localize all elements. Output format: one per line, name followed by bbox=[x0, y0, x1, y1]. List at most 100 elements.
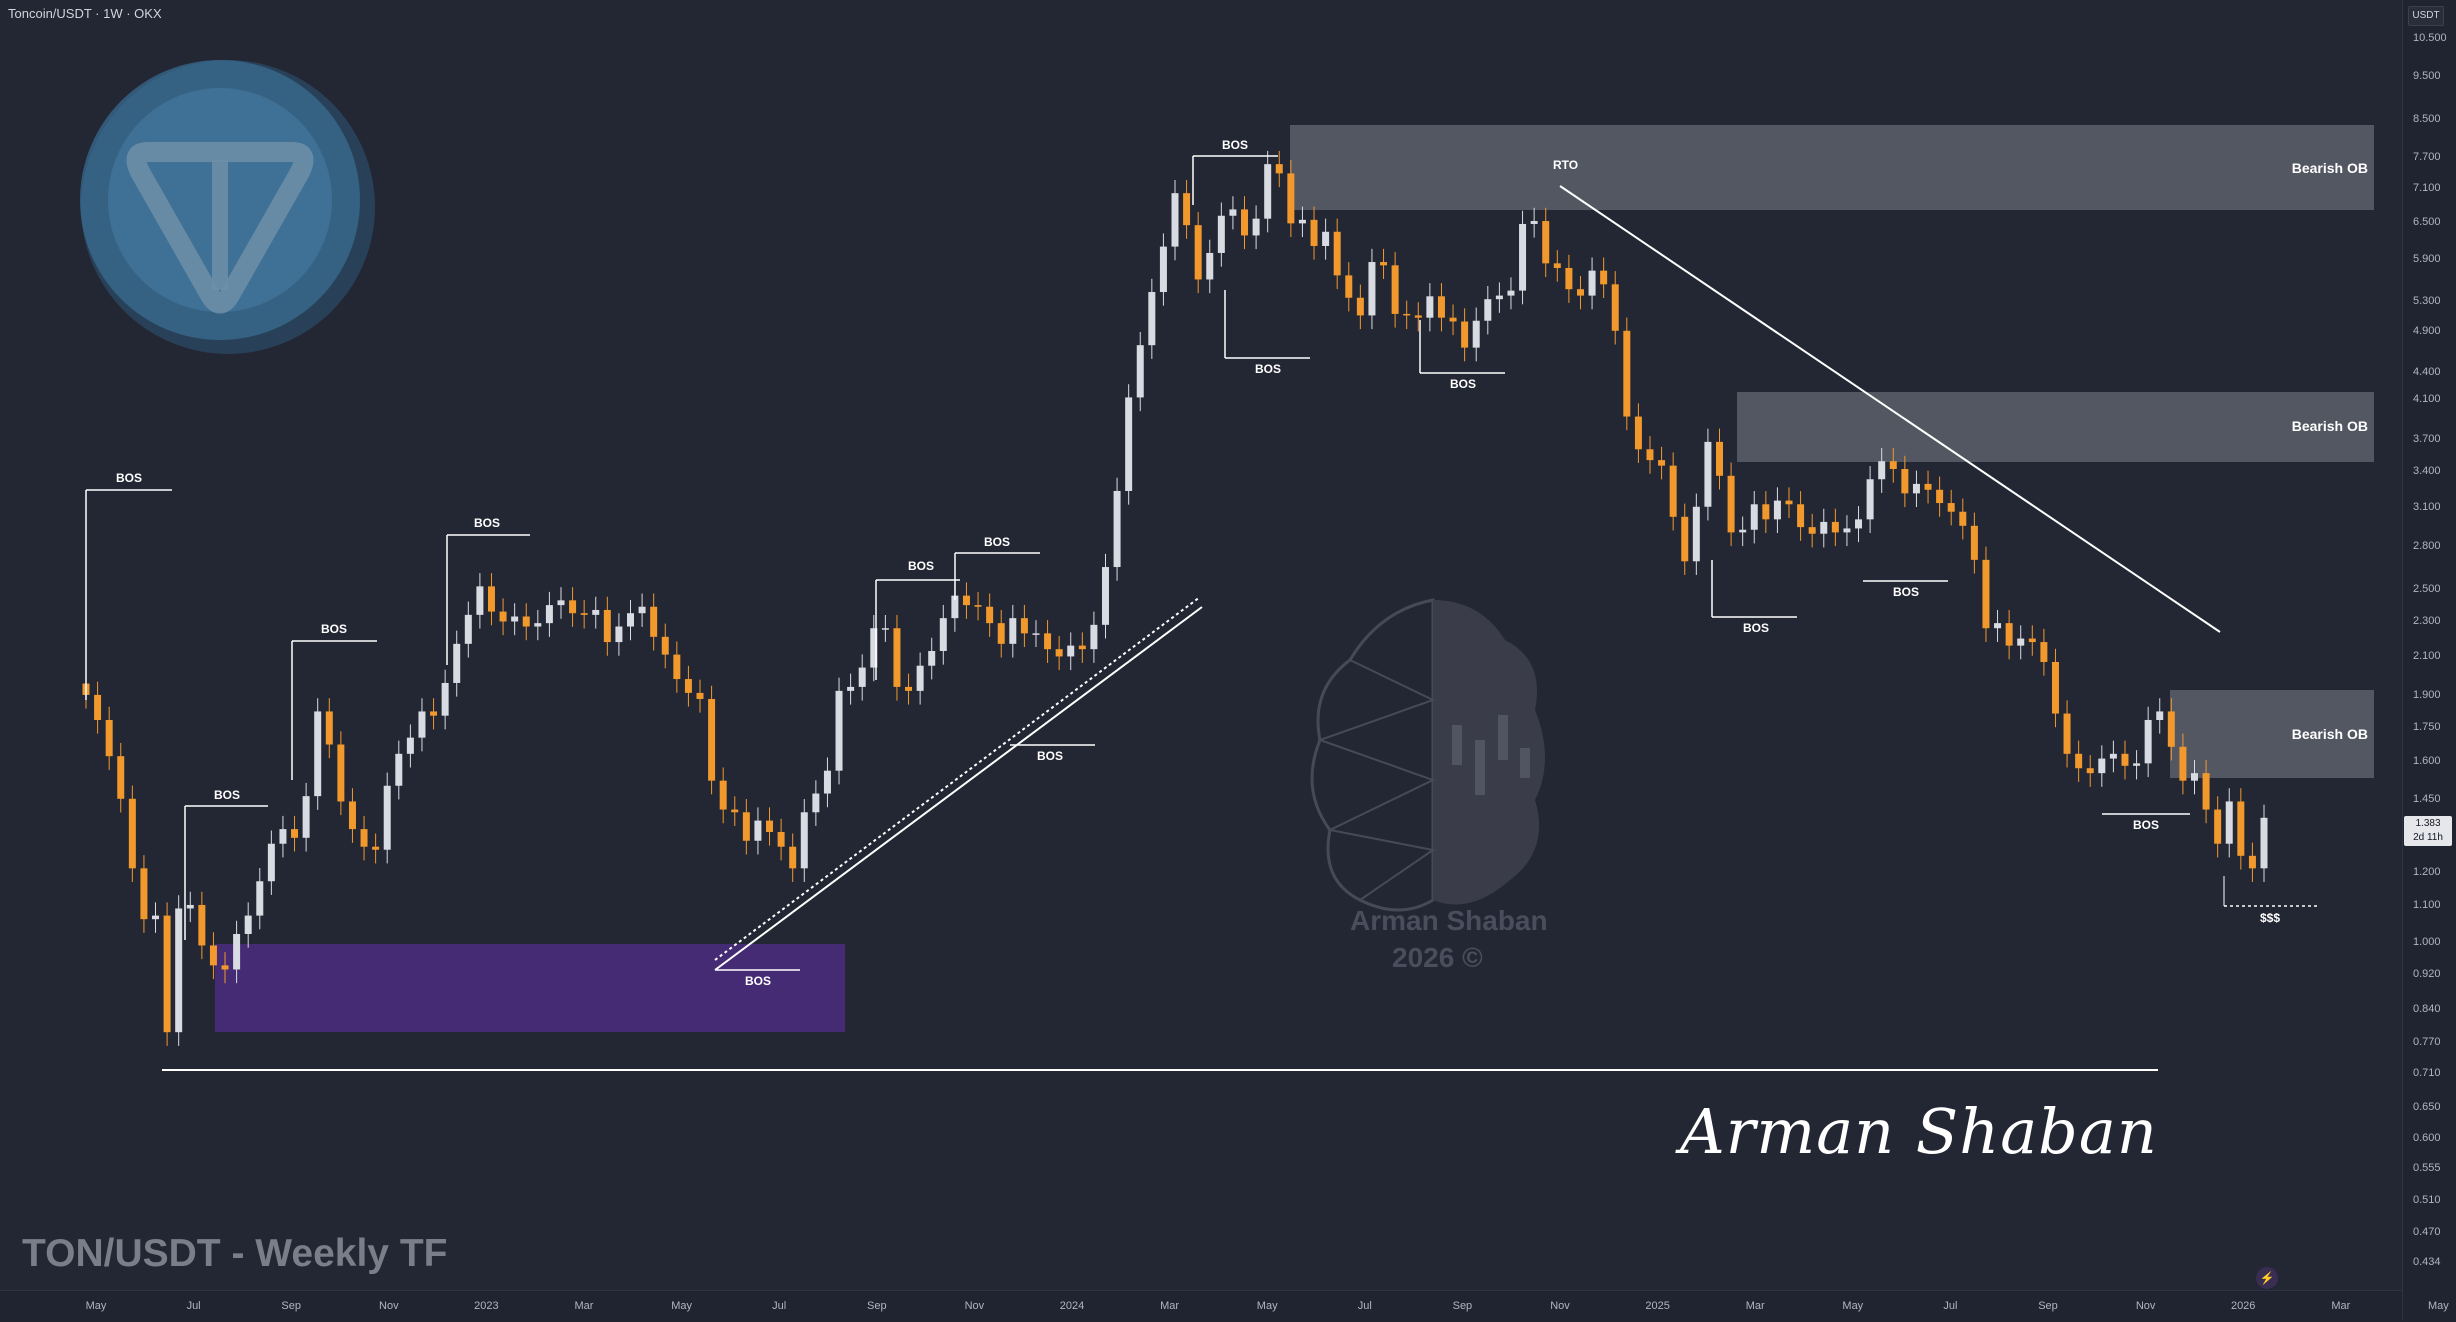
candle-body bbox=[951, 595, 959, 619]
author-signature: Arman Shaban bbox=[1680, 1095, 2158, 1168]
descending-trendline bbox=[1559, 185, 2221, 633]
time-tick: Jul bbox=[772, 1300, 787, 1312]
candle-body bbox=[117, 756, 125, 799]
candle-body bbox=[684, 679, 692, 693]
bos-label: BOS bbox=[2133, 818, 2159, 832]
chart-caption: TON/USDT - Weekly TF bbox=[22, 1232, 448, 1275]
candle-body bbox=[2179, 746, 2187, 781]
candle-body bbox=[1634, 416, 1642, 450]
price-tick: 1.100 bbox=[2413, 898, 2441, 911]
candle-body bbox=[1947, 503, 1955, 512]
candle-body bbox=[2075, 753, 2083, 769]
time-tick: Nov bbox=[964, 1300, 985, 1312]
candle-body bbox=[511, 616, 519, 622]
candle-body bbox=[1831, 521, 1839, 533]
candle-body bbox=[835, 690, 843, 771]
candle-body bbox=[777, 831, 785, 847]
candle-body bbox=[476, 586, 484, 615]
price-tick: 0.710 bbox=[2413, 1067, 2441, 1080]
bos-label: BOS bbox=[984, 535, 1010, 549]
candle-body bbox=[928, 650, 936, 666]
price-tick: 1.450 bbox=[2413, 792, 2441, 805]
candle-body bbox=[1797, 504, 1805, 528]
bos-label: BOS bbox=[745, 974, 771, 988]
candle-body bbox=[209, 945, 217, 966]
candle-body bbox=[430, 711, 438, 716]
bos-label: BOS bbox=[116, 471, 142, 485]
time-tick: 2024 bbox=[1059, 1300, 1085, 1312]
price-tick: 5.900 bbox=[2413, 253, 2441, 266]
candle-body bbox=[1298, 219, 1306, 224]
candle-body bbox=[291, 829, 299, 838]
lightning-icon[interactable]: ⚡ bbox=[2256, 1267, 2278, 1289]
candle-body bbox=[1994, 623, 2002, 629]
price-tick: 10.500 bbox=[2413, 31, 2447, 44]
candle-body bbox=[1716, 441, 1723, 476]
candlestick-series bbox=[82, 150, 2268, 1046]
price-tick: 0.920 bbox=[2413, 967, 2441, 980]
price-tick: 7.700 bbox=[2413, 151, 2441, 164]
candle-body bbox=[325, 711, 333, 745]
candle-body bbox=[1773, 500, 1781, 520]
candle-body bbox=[1217, 215, 1225, 253]
chart-canvas[interactable]: BOS BOS BOS BOS BOS BOS BOS BOS BOS BOS … bbox=[0, 0, 2402, 1290]
price-tick: 0.600 bbox=[2413, 1131, 2441, 1144]
candle-body bbox=[233, 933, 241, 970]
candle-body bbox=[1136, 345, 1144, 398]
chart-area[interactable]: BOS BOS BOS BOS BOS BOS BOS BOS BOS BOS … bbox=[0, 0, 2402, 1290]
bearish-ob-labels: Bearish OB Bearish OB Bearish OB bbox=[2292, 160, 2368, 742]
currency-badge[interactable]: USDT bbox=[2408, 6, 2444, 26]
candle-body bbox=[2214, 809, 2222, 844]
candle-body bbox=[1125, 397, 1133, 491]
bos-label: BOS bbox=[1450, 377, 1476, 391]
bearish-ob-zone-low bbox=[2170, 690, 2374, 778]
candle-body bbox=[1843, 528, 1851, 533]
candle-body bbox=[2051, 661, 2059, 714]
bos-label: BOS bbox=[474, 516, 500, 530]
candle-body bbox=[1009, 618, 1017, 644]
candle-body bbox=[1704, 441, 1712, 507]
price-tick: 3.400 bbox=[2413, 465, 2441, 478]
candle-body bbox=[1495, 295, 1503, 300]
candle-body bbox=[881, 628, 889, 630]
candle-body bbox=[1658, 460, 1666, 466]
price-tick: 1.200 bbox=[2413, 865, 2441, 878]
candle-body bbox=[186, 904, 194, 909]
time-axis[interactable]: May Jul Sep Nov 2023 Mar May Jul Sep Nov 2024 Mar Ma… bbox=[0, 1290, 2449, 1322]
price-tick: 5.300 bbox=[2413, 294, 2441, 307]
candle-body bbox=[569, 600, 577, 614]
candle-body bbox=[1333, 231, 1341, 276]
candle-body bbox=[719, 780, 727, 810]
candle-body bbox=[754, 820, 762, 841]
candle-body bbox=[1356, 297, 1364, 316]
price-tick: 2.300 bbox=[2413, 615, 2441, 628]
price-axis[interactable]: 10.500 9.500 8.500 7.700 7.100 6.500 5.900 5.30… bbox=[2402, 0, 2456, 1321]
candle-body bbox=[2121, 753, 2129, 766]
candle-body bbox=[823, 770, 831, 794]
candle-body bbox=[627, 613, 634, 627]
demand-zone bbox=[215, 944, 845, 1032]
candle-body bbox=[1530, 221, 1538, 224]
price-tick: 0.434 bbox=[2413, 1256, 2441, 1269]
ascending-trendline-dotted bbox=[714, 596, 1201, 961]
candle-body bbox=[615, 626, 623, 643]
candle-body bbox=[1750, 504, 1758, 530]
candle-body bbox=[2063, 713, 2071, 754]
bar-countdown: 2d 11h bbox=[2413, 832, 2443, 843]
candle-body bbox=[522, 616, 530, 627]
candle-body bbox=[1403, 313, 1411, 316]
time-tick: May bbox=[1842, 1300, 1864, 1312]
price-tick: 4.100 bbox=[2413, 393, 2441, 406]
candle-body bbox=[1762, 504, 1770, 520]
candle-body bbox=[1878, 461, 1886, 480]
candle-body bbox=[1391, 265, 1399, 314]
time-tick: Mar bbox=[574, 1300, 594, 1312]
time-tick: Jul bbox=[186, 1300, 201, 1312]
price-tick: 0.510 bbox=[2413, 1194, 2441, 1207]
candle-body bbox=[1970, 525, 1978, 560]
time-tick: Nov bbox=[1550, 1300, 1570, 1312]
symbol-title[interactable]: Toncoin/USDT · 1W · OKX bbox=[8, 6, 162, 21]
candle-body bbox=[1681, 516, 1689, 562]
candle-body bbox=[789, 846, 797, 869]
candle-body bbox=[1345, 275, 1353, 298]
